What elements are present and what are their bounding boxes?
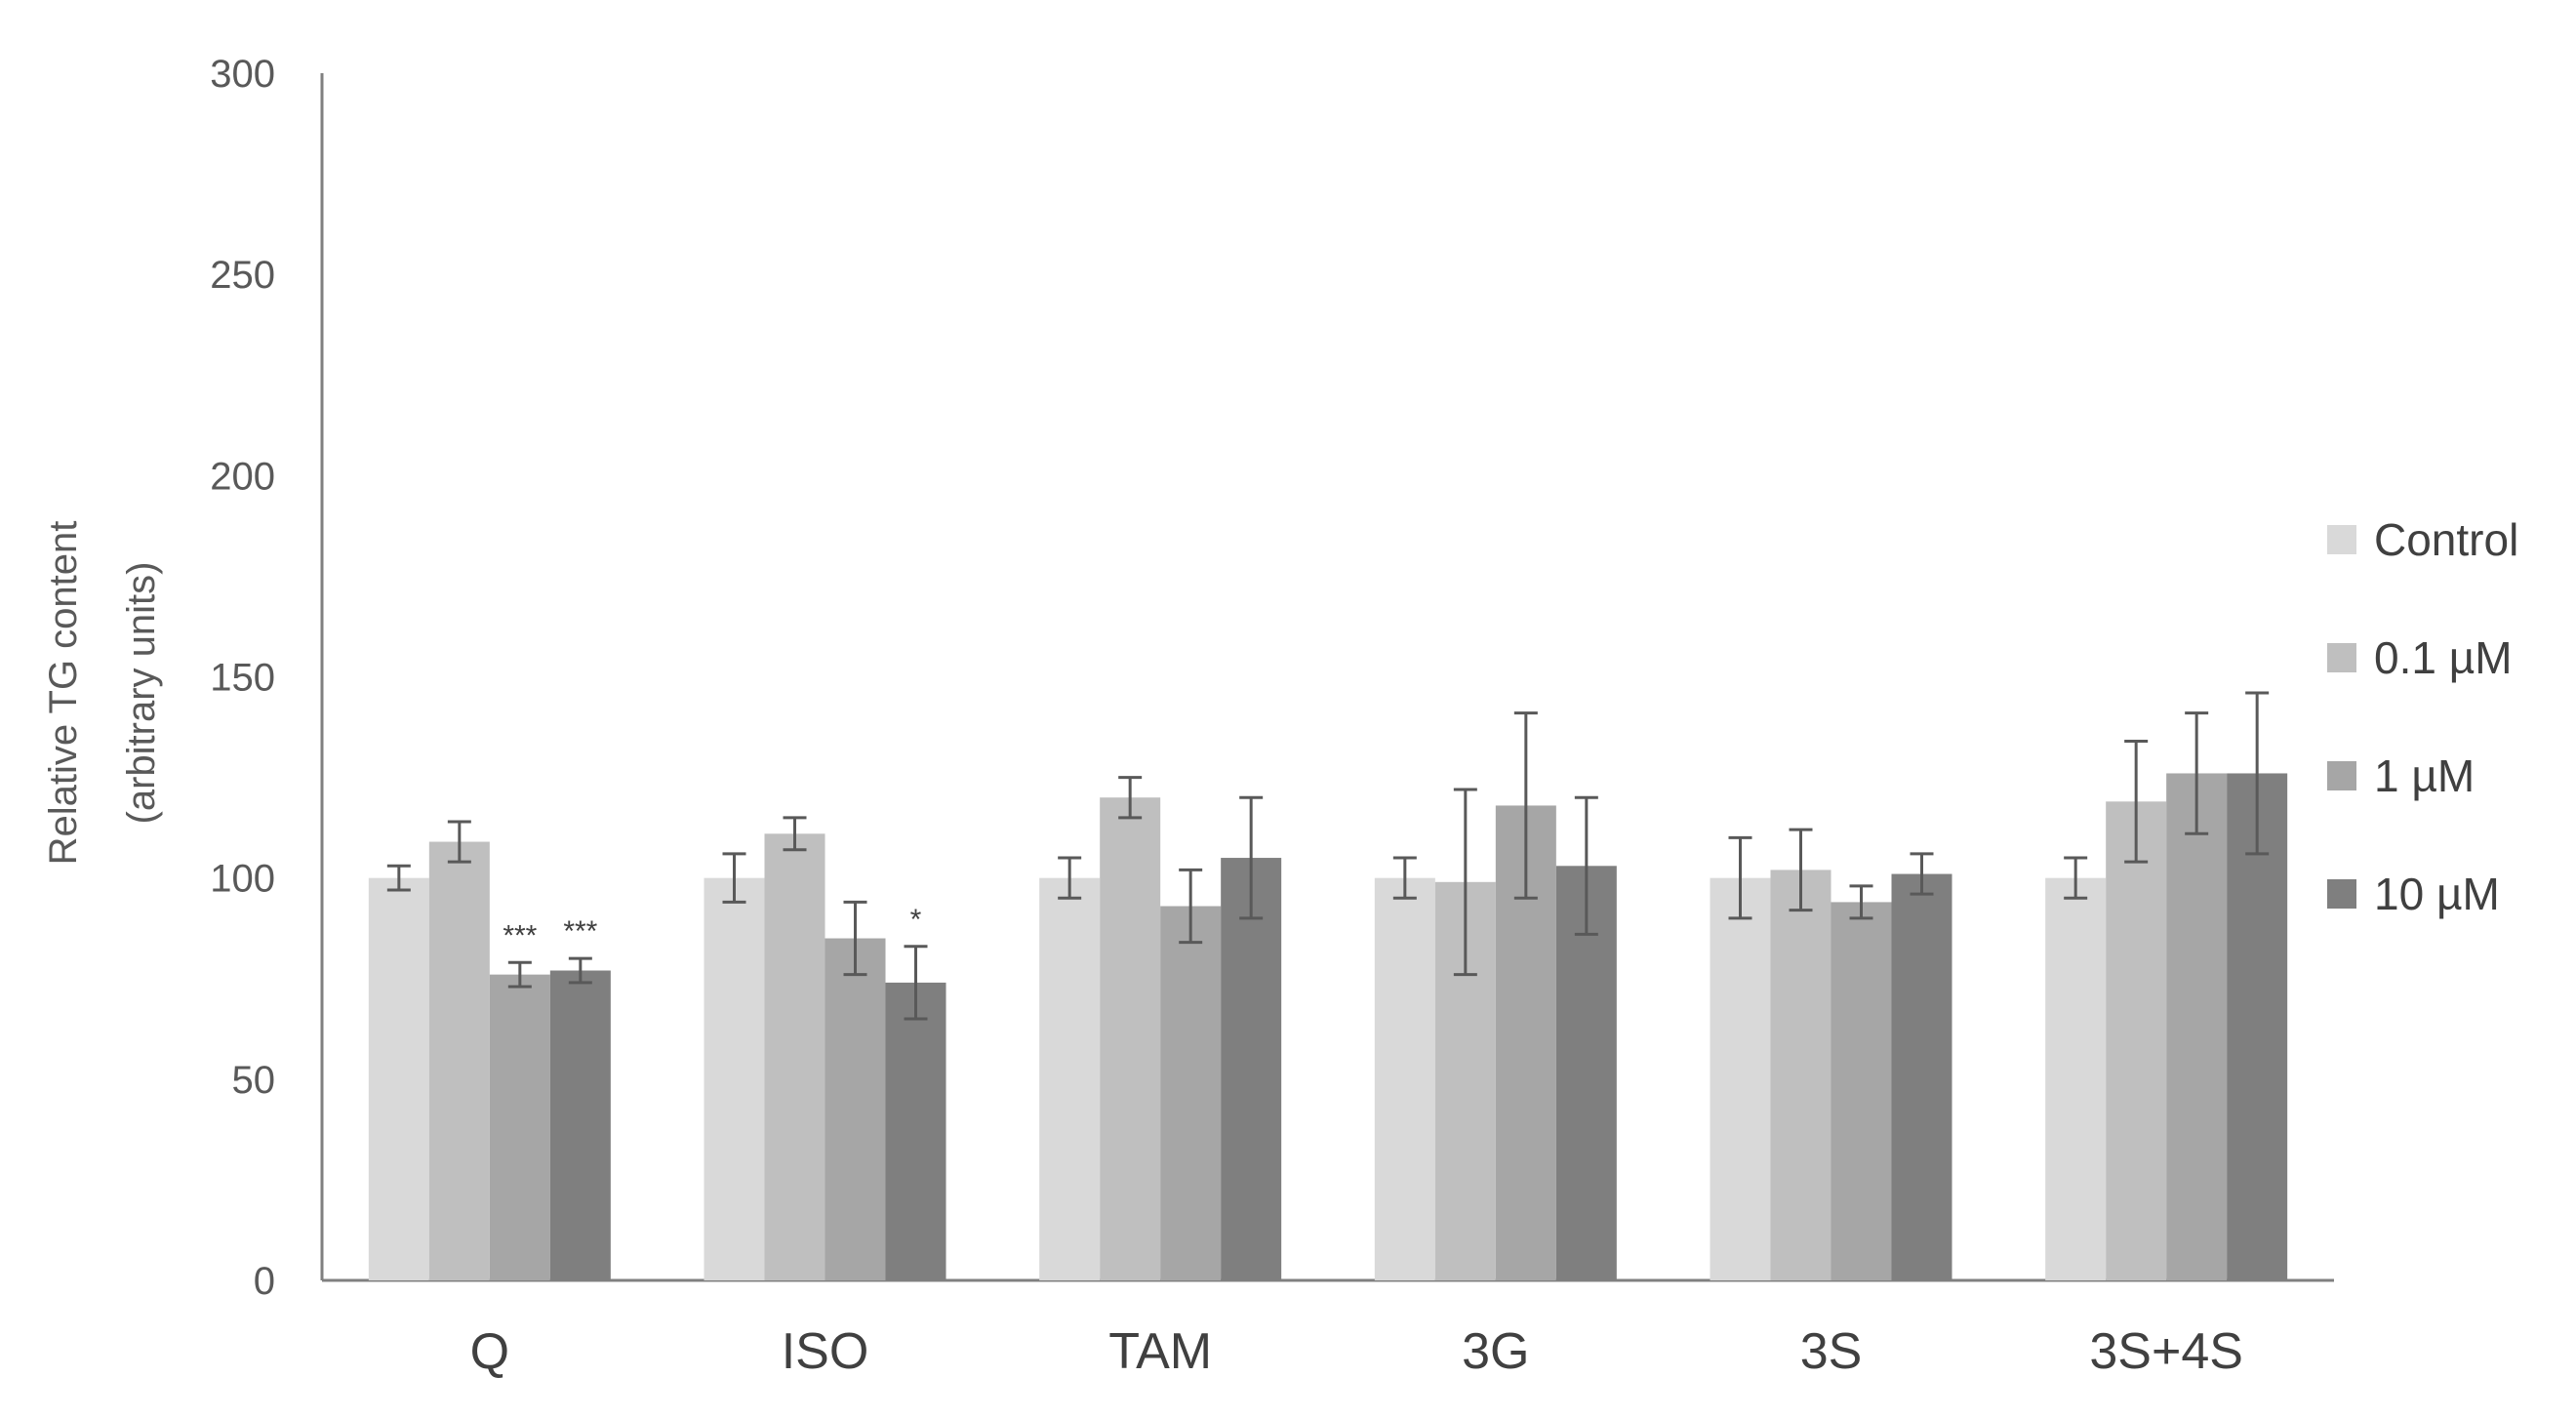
bar-Q-0.1 µM xyxy=(428,841,490,1280)
bar-3S-Control xyxy=(1710,877,1771,1280)
y-axis-title: Relative TG content (arbitrary units) xyxy=(42,521,163,866)
bar-ISO-10 µM xyxy=(885,982,946,1280)
bar-TAM-1 µM xyxy=(1160,906,1222,1280)
legend-label: 0.1 µM xyxy=(2374,632,2513,683)
significance-label: *** xyxy=(563,915,597,948)
y-tick-label: 50 xyxy=(232,1059,276,1102)
x-category-label: 3G xyxy=(1462,1323,1529,1380)
bar-3G-Control xyxy=(1374,877,1435,1280)
x-category-label: TAM xyxy=(1108,1323,1212,1380)
bar-3S-10 µM xyxy=(1891,873,1952,1280)
bar-3S+4S-Control xyxy=(2045,877,2107,1280)
x-category-label: 3S xyxy=(1800,1323,1863,1380)
bar-TAM-0.1 µM xyxy=(1100,797,1161,1280)
bar-ISO-Control xyxy=(704,877,765,1280)
y-tick-label: 0 xyxy=(254,1260,275,1303)
legend: Control 0.1 µM 1 µM 10 µM xyxy=(2327,514,2518,919)
legend-label: 1 µM xyxy=(2374,750,2475,801)
bar-3S+4S-1 µM xyxy=(2166,773,2228,1280)
bars: *** *** * xyxy=(368,691,2288,1280)
significance-label: *** xyxy=(503,919,537,951)
y-axis-title-line-1: Relative TG content xyxy=(42,521,85,866)
bar-Q-1 µM xyxy=(489,974,550,1280)
y-tick-label: 200 xyxy=(210,455,275,498)
axes: 0 50 100 150 200 250 300 Q ISO TAM 3G 3S 3S+4S xyxy=(210,53,2334,1380)
bar-3S+4S-0.1 µM xyxy=(2106,801,2167,1280)
x-category-label: Q xyxy=(470,1323,509,1380)
legend-swatch-Control xyxy=(2327,525,2356,554)
legend-swatch-0.1 µM xyxy=(2327,643,2356,672)
legend-label: 10 µM xyxy=(2374,869,2500,919)
bar-3S-1 µM xyxy=(1831,902,1892,1280)
bar-TAM-10 µM xyxy=(1221,858,1282,1280)
legend-swatch-1 µM xyxy=(2327,761,2356,790)
x-category-label: 3S+4S xyxy=(2089,1323,2243,1380)
bar-3S+4S-10 µM xyxy=(2227,773,2288,1280)
legend-label: Control xyxy=(2374,514,2518,565)
bar-ISO-0.1 µM xyxy=(764,833,825,1280)
y-axis-title-line-2: (arbitrary units) xyxy=(120,562,163,825)
significance-label: * xyxy=(910,904,922,936)
legend-swatch-10 µM xyxy=(2327,879,2356,909)
bar-3S-0.1 µM xyxy=(1770,870,1831,1280)
x-category-label: ISO xyxy=(782,1323,869,1380)
y-tick-label: 100 xyxy=(210,858,275,901)
y-tick-label: 250 xyxy=(210,254,275,297)
bar-Q-10 µM xyxy=(549,970,611,1280)
y-tick-label: 300 xyxy=(210,53,275,96)
bar-TAM-Control xyxy=(1039,877,1101,1280)
y-tick-label: 150 xyxy=(210,657,275,700)
bar-Q-Control xyxy=(368,877,429,1280)
bar-ISO-1 µM xyxy=(825,938,886,1280)
